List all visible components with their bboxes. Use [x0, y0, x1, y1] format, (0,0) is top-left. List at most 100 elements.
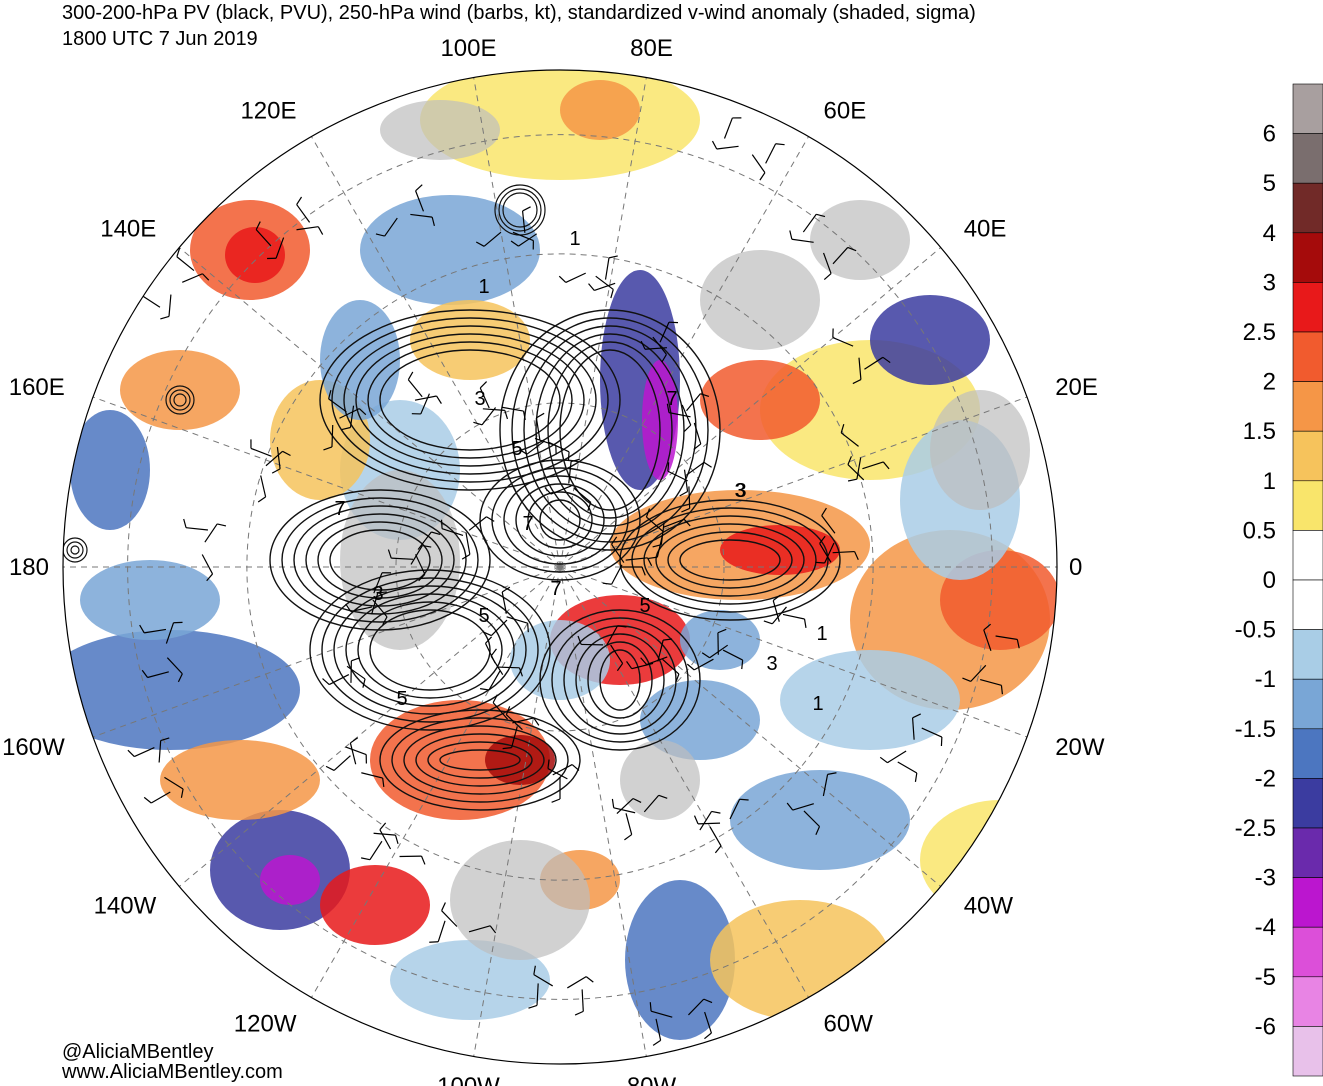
pv-contour-label: 5 [478, 605, 489, 627]
colorbar-swatch [1292, 430, 1323, 482]
wind-barb-feather [350, 737, 359, 744]
longitude-label: 80W [627, 1073, 677, 1086]
wind-barb [492, 702, 509, 720]
wind-barb-feather [375, 233, 385, 237]
colorbar-label: -3 [1255, 865, 1276, 892]
wind-barb-feather [296, 196, 303, 205]
wind-barb [683, 469, 689, 492]
meridian [559, 566, 1028, 738]
wind-barb [652, 336, 667, 355]
wind-barb-feather [571, 764, 580, 771]
wind-barb-feather [544, 487, 552, 495]
wind-barb-feather [681, 507, 690, 513]
wind-barb-feather [587, 502, 592, 512]
wind-barb [384, 217, 398, 237]
meridian [92, 566, 561, 738]
wind-barb [663, 518, 685, 528]
wind-barb-feather [803, 618, 807, 628]
pv-contour-label: 7 [666, 388, 677, 410]
longitude-label: 80E [630, 35, 673, 62]
pv-contour [403, 725, 557, 795]
map-title: 300-200-hPa PV (black, PVU), 250-hPa win… [62, 2, 976, 24]
pv-contour-label: 3 [734, 480, 745, 502]
wind-barb-feather [914, 772, 918, 782]
anomaly-patch [870, 295, 990, 385]
longitude-label: 60E [824, 98, 867, 125]
wind-barb-feather [127, 749, 135, 757]
wind-barb [164, 776, 184, 790]
wind-barb-feather [686, 663, 695, 671]
pv-contour [329, 529, 431, 591]
colorbar-swatch [1292, 530, 1323, 581]
wind-barb-feather [486, 516, 495, 522]
wind-barb-feather [649, 1002, 652, 1012]
pv-contour [499, 309, 721, 551]
anomaly-patch [260, 855, 320, 905]
wind-barb [158, 740, 162, 763]
wind-barb [134, 747, 155, 758]
wind-barb-feather [815, 561, 825, 564]
wind-barb-feather [847, 456, 852, 465]
wind-barb-feather [610, 289, 614, 299]
colorbar-swatch [1292, 282, 1323, 333]
wind-barb-feather [786, 802, 794, 811]
wind-barb-feather [640, 340, 646, 350]
pv-contour [331, 317, 609, 483]
wind-barb-feather [602, 582, 612, 585]
wind-barb [201, 554, 214, 575]
wind-barb-feather [522, 410, 526, 421]
wind-barb [646, 516, 664, 532]
wind-barb-feather [611, 798, 615, 808]
wind-barb [468, 925, 491, 933]
pv-contour [379, 349, 561, 451]
colorbar-swatch [1292, 678, 1323, 730]
anomaly-patch [780, 650, 960, 750]
colorbar-swatch [1292, 232, 1323, 283]
wind-barb [832, 247, 849, 265]
wind-barb-feather [436, 395, 442, 404]
meridian [311, 136, 561, 568]
wind-barb [792, 803, 814, 811]
map-datetime: 1800 UTC 7 Jun 2019 [62, 28, 258, 50]
wind-barb-feather [608, 255, 618, 259]
wind-barb-feather [360, 857, 371, 861]
pv-contour [367, 341, 573, 459]
wind-barb-feather [420, 855, 426, 865]
wind-barb-feather [1016, 639, 1020, 649]
anomaly-patch [320, 300, 400, 420]
longitude-label: 180 [9, 554, 49, 581]
wind-barb-feather [394, 834, 399, 844]
wind-barb [660, 522, 665, 545]
wind-barb [349, 405, 355, 428]
wind-barb-feather [510, 240, 519, 247]
meridian [559, 566, 942, 887]
wind-barb [704, 1011, 712, 1034]
wind-barb-feather [492, 694, 498, 703]
wind-barb [681, 404, 692, 426]
credit-handle: @AliciaMBentley [62, 1041, 214, 1063]
wind-barb [611, 543, 625, 563]
wind-barb [771, 606, 787, 625]
pv-contour [498, 188, 542, 232]
wind-barb-feather [422, 544, 432, 548]
wind-barb [533, 974, 553, 987]
anomaly-patch [730, 770, 910, 870]
wind-barb [751, 154, 766, 173]
wind-barb-feather [429, 941, 439, 943]
wind-barb [722, 649, 743, 661]
wind-barb [166, 657, 183, 675]
wind-barb [379, 829, 392, 850]
wind-barb [369, 840, 383, 861]
wind-barb [328, 674, 350, 686]
wind-barb-feather [317, 226, 324, 235]
wind-barb-feather [693, 443, 702, 451]
anomaly-patch [360, 195, 540, 305]
colorbar-swatch [1292, 926, 1323, 978]
wind-barb [822, 252, 832, 274]
wind-barb-feather [683, 424, 692, 432]
wind-barb-feather [143, 796, 152, 804]
wind-barb [185, 527, 209, 531]
colorbar-label: 1.5 [1243, 418, 1276, 445]
wind-barb-feather [202, 273, 210, 281]
